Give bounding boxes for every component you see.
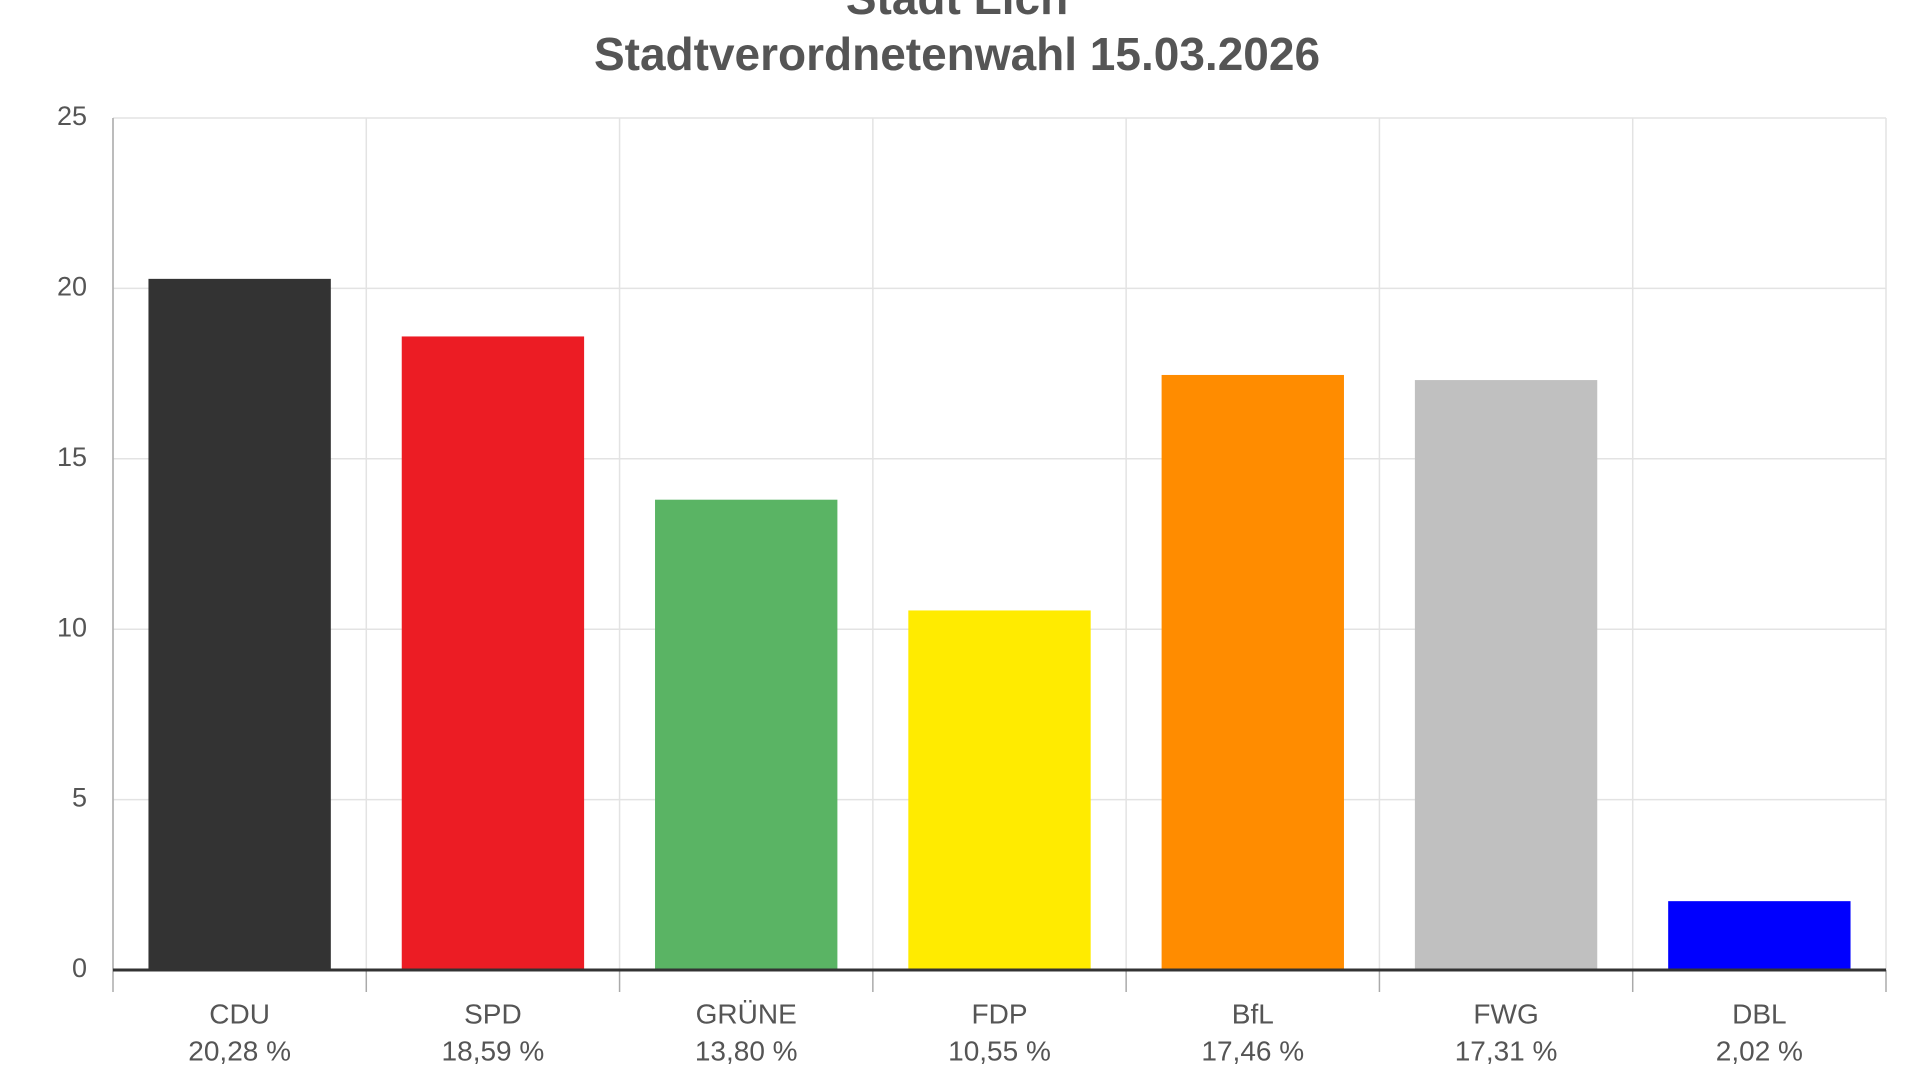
value-label: 2,02 % bbox=[1716, 1035, 1803, 1066]
x-tick-label: GRÜNE bbox=[696, 998, 797, 1029]
value-label: 10,55 % bbox=[948, 1035, 1051, 1066]
x-tick-label: SPD bbox=[464, 998, 522, 1029]
bar bbox=[1161, 374, 1344, 970]
y-tick-label: 25 bbox=[57, 101, 87, 131]
x-tick-label: FDP bbox=[972, 998, 1028, 1029]
bar bbox=[908, 610, 1091, 970]
value-label: 13,80 % bbox=[695, 1035, 798, 1066]
y-tick-label: 15 bbox=[57, 442, 87, 472]
value-label: 17,31 % bbox=[1455, 1035, 1558, 1066]
y-tick-label: 5 bbox=[72, 783, 87, 813]
y-tick-label: 10 bbox=[57, 612, 87, 642]
bar bbox=[148, 278, 331, 970]
bar bbox=[655, 499, 838, 970]
value-label: 18,59 % bbox=[442, 1035, 545, 1066]
value-label: 17,46 % bbox=[1201, 1035, 1304, 1066]
x-tick-label: FWG bbox=[1473, 998, 1538, 1029]
x-tick-label: CDU bbox=[209, 998, 270, 1029]
y-tick-label: 20 bbox=[57, 272, 87, 302]
bar bbox=[1668, 901, 1851, 970]
chart-title: Stadt Lich bbox=[846, 0, 1068, 24]
x-tick-label: DBL bbox=[1732, 998, 1786, 1029]
x-tick-label: BfL bbox=[1232, 998, 1274, 1029]
value-label: 20,28 % bbox=[188, 1035, 291, 1066]
y-tick-label: 0 bbox=[72, 953, 87, 983]
chart-subtitle: Stadtverordnetenwahl 15.03.2026 bbox=[594, 28, 1320, 80]
bar bbox=[401, 336, 585, 971]
bar bbox=[1414, 380, 1598, 970]
